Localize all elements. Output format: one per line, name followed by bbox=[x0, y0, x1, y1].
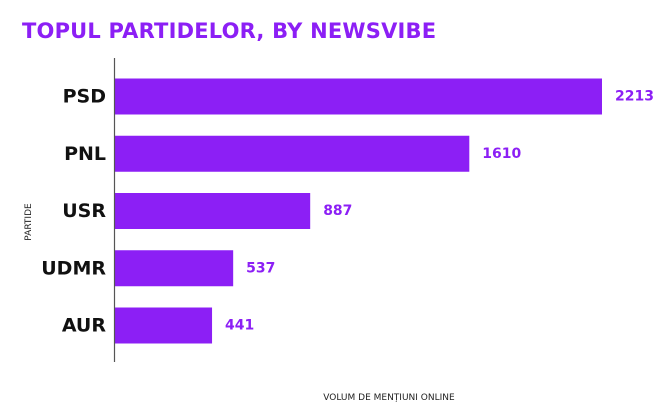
bar-psd bbox=[115, 78, 602, 115]
value-label-pnl: 1610 bbox=[482, 146, 521, 162]
value-label-psd: 2213 bbox=[615, 89, 654, 105]
bar-aur bbox=[115, 307, 213, 344]
bars-layer bbox=[115, 78, 602, 344]
y-axis-title: PARTIDE bbox=[24, 203, 34, 241]
category-label-pnl: PNL bbox=[64, 143, 106, 165]
value-label-udmr: 537 bbox=[246, 260, 275, 276]
value-label-usr: 887 bbox=[323, 203, 352, 219]
bar-udmr bbox=[115, 250, 234, 287]
labels-layer: PSD 2213 PNL 1610 USR 887 UDMR 537 AUR 441 bbox=[41, 86, 654, 337]
category-label-udmr: UDMR bbox=[41, 257, 106, 279]
value-label-aur: 441 bbox=[225, 318, 254, 334]
bar-usr bbox=[115, 193, 311, 229]
category-label-usr: USR bbox=[62, 200, 106, 222]
category-label-aur: AUR bbox=[62, 315, 107, 337]
bar-pnl bbox=[115, 135, 470, 172]
x-axis-title: VOLUM DE MENȚIUNI ONLINE bbox=[323, 393, 455, 403]
category-label-psd: PSD bbox=[63, 86, 106, 108]
chart-title: TOPUL PARTIDELOR, BY NEWSVIBE bbox=[22, 19, 437, 43]
